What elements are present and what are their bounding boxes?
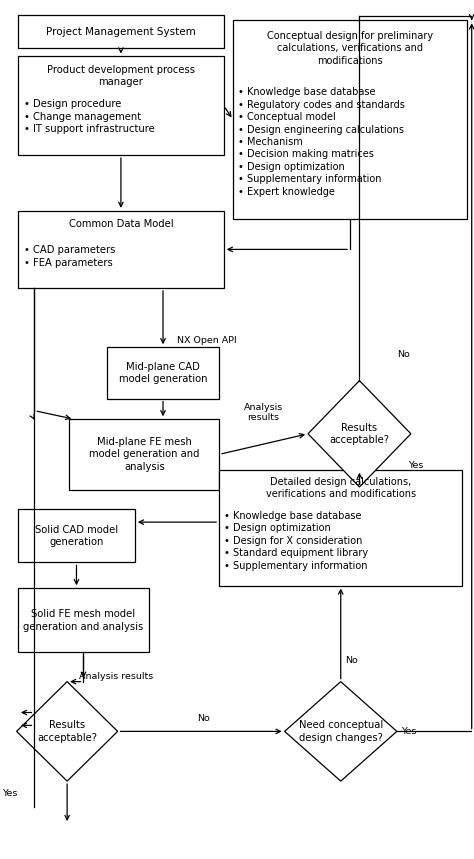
Text: Yes: Yes <box>401 727 417 736</box>
Text: No: No <box>346 655 358 665</box>
Text: Analysis
results: Analysis results <box>244 403 283 422</box>
Bar <box>18 210 224 288</box>
Text: Yes: Yes <box>408 461 423 470</box>
Bar <box>18 15 224 48</box>
Bar <box>18 57 224 155</box>
Text: Yes: Yes <box>2 789 17 799</box>
Text: Solid FE mesh model
generation and analysis: Solid FE mesh model generation and analy… <box>23 609 144 631</box>
Polygon shape <box>284 682 397 781</box>
Text: No: No <box>398 350 410 359</box>
Text: Results
acceptable?: Results acceptable? <box>329 423 390 445</box>
Text: No: No <box>198 714 210 723</box>
Text: Need conceptual
design changes?: Need conceptual design changes? <box>299 720 383 742</box>
Bar <box>18 588 149 653</box>
Bar <box>70 419 219 490</box>
Text: NX Open API: NX Open API <box>177 336 237 344</box>
Bar <box>107 347 219 399</box>
Text: • Knowledge base database
• Design optimization
• Design for X consideration
• S: • Knowledge base database • Design optim… <box>224 511 368 570</box>
Text: Project Management System: Project Management System <box>46 27 196 37</box>
Polygon shape <box>308 381 411 487</box>
Text: Product development process
manager: Product development process manager <box>47 65 195 88</box>
Bar <box>18 509 135 563</box>
Text: Results
acceptable?: Results acceptable? <box>37 720 97 742</box>
Text: • CAD parameters
• FEA parameters: • CAD parameters • FEA parameters <box>24 245 115 267</box>
Bar <box>219 470 462 586</box>
Bar <box>233 21 467 219</box>
Text: Common Data Model: Common Data Model <box>69 219 173 229</box>
Text: Analysis results: Analysis results <box>79 672 154 681</box>
Text: Conceptual design for preliminary
calculations, verifications and
modifications: Conceptual design for preliminary calcul… <box>267 31 433 65</box>
Text: Solid CAD model
generation: Solid CAD model generation <box>35 525 118 547</box>
Polygon shape <box>17 682 118 781</box>
Text: Mid-plane FE mesh
model generation and
analysis: Mid-plane FE mesh model generation and a… <box>89 437 200 472</box>
Text: Mid-plane CAD
model generation: Mid-plane CAD model generation <box>119 362 207 384</box>
Text: Detailed design calculations,
verifications and modifications: Detailed design calculations, verificati… <box>266 477 416 499</box>
Text: • Knowledge base database
• Regulatory codes and standards
• Conceptual model
• : • Knowledge base database • Regulatory c… <box>238 88 405 197</box>
Text: • Design procedure
• Change management
• IT support infrastructure: • Design procedure • Change management •… <box>24 100 155 134</box>
